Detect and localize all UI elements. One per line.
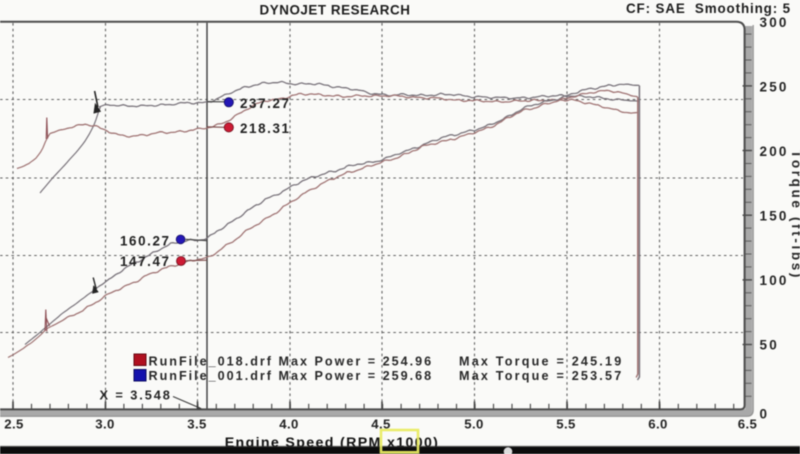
svg-text:Max Torque = 253.57: Max Torque = 253.57 [459, 369, 623, 383]
svg-text:250: 250 [760, 80, 789, 95]
svg-text:218.31: 218.31 [240, 121, 291, 136]
svg-text:RunFile_018.drf Max Power = 25: RunFile_018.drf Max Power = 254.96 [149, 355, 434, 369]
svg-text:3.5: 3.5 [187, 417, 207, 432]
svg-text:200: 200 [760, 144, 789, 159]
svg-text:3.0: 3.0 [95, 417, 115, 432]
svg-text:4.0: 4.0 [279, 417, 299, 432]
svg-text:X = 3.548: X = 3.548 [100, 388, 172, 403]
svg-text:0: 0 [760, 407, 770, 422]
svg-text:4.5: 4.5 [371, 417, 391, 432]
svg-text:237.27: 237.27 [240, 96, 291, 111]
svg-text:300: 300 [760, 15, 789, 30]
svg-text:5.5: 5.5 [556, 417, 576, 432]
svg-text:5.0: 5.0 [464, 417, 484, 432]
svg-text:Max Torque = 245.19: Max Torque = 245.19 [459, 355, 623, 369]
svg-text:50: 50 [760, 338, 779, 353]
svg-text:Torque (ft-lbs): Torque (ft-lbs) [789, 150, 800, 280]
svg-text:6.0: 6.0 [648, 417, 668, 432]
svg-text:DYNOJET RESEARCH: DYNOJET RESEARCH [260, 3, 411, 18]
svg-text:160.27: 160.27 [120, 234, 171, 249]
svg-text:CF: SAE Smoothing: 5: CF: SAE Smoothing: 5 [626, 1, 791, 16]
svg-text:2.5: 2.5 [4, 417, 24, 432]
svg-text:100: 100 [760, 273, 789, 288]
svg-text:RunFile_001.drf Max Power = 25: RunFile_001.drf Max Power = 259.68 [149, 369, 434, 383]
svg-text:6.5: 6.5 [738, 417, 758, 432]
svg-text:147.47: 147.47 [120, 254, 171, 269]
svg-text:150: 150 [760, 208, 789, 223]
